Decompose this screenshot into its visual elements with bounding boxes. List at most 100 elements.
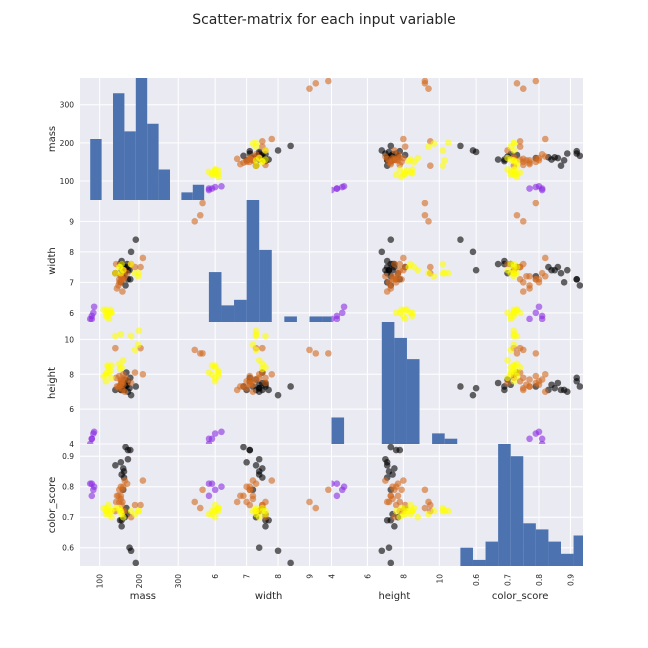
scatter-point	[526, 376, 533, 383]
scatter-point	[338, 486, 346, 494]
scatter-point	[538, 186, 546, 194]
scatter-point	[430, 140, 438, 147]
scatter-point	[262, 498, 269, 506]
scatter-point	[501, 386, 508, 394]
scatter-point	[387, 282, 395, 289]
scatter-point	[86, 440, 94, 444]
scatter-point	[112, 332, 119, 340]
scatter-point	[86, 480, 94, 487]
scatter-point	[472, 266, 480, 274]
scatter-point	[243, 459, 250, 466]
histogram-bar	[485, 541, 499, 566]
scatter-point	[259, 465, 266, 472]
scatter-point	[255, 381, 263, 389]
scatter-point	[139, 370, 147, 378]
scatter-point	[306, 346, 313, 354]
scatter-point	[430, 507, 438, 515]
y-tick-label: 100	[60, 177, 75, 186]
scatter-point	[255, 455, 263, 463]
scatter-point	[131, 346, 139, 354]
y-tick-label: 8	[69, 370, 74, 379]
scatter-point	[538, 315, 546, 322]
scatter-point	[526, 159, 533, 166]
scatter-point	[469, 248, 477, 256]
y-tick-label: 6	[69, 405, 74, 414]
scatter-point	[127, 248, 135, 256]
scatter-point	[548, 381, 555, 389]
scatter-point	[240, 159, 247, 166]
histogram-bar	[309, 316, 323, 322]
scatter-point	[333, 312, 341, 320]
scatter-point	[333, 185, 341, 192]
histogram-bar	[432, 433, 445, 444]
scatter-point	[268, 477, 276, 484]
x-tick-label: 6	[363, 574, 372, 579]
scatter-point	[513, 306, 521, 314]
scatter-point	[139, 477, 147, 484]
scatter-point	[516, 377, 524, 385]
scatter-point	[410, 263, 418, 271]
scatter-point	[139, 254, 147, 262]
scatter-point	[119, 288, 126, 295]
scatter-point	[387, 559, 395, 566]
scatter-point	[513, 332, 521, 340]
scatter-point	[391, 260, 398, 268]
scatter-point	[132, 383, 140, 390]
scatter-point	[398, 173, 405, 181]
scatter-point	[88, 492, 96, 500]
scatter-point	[472, 384, 480, 392]
scatter-point	[105, 369, 113, 376]
scatter-point	[541, 388, 549, 396]
scatter-point	[333, 480, 341, 487]
scatter-point	[249, 495, 257, 503]
scatter-point	[233, 155, 241, 163]
x-tick-label: 8	[274, 574, 283, 579]
scatter-point	[407, 169, 414, 176]
scatter-cell	[331, 78, 452, 194]
scatter-point	[100, 306, 107, 314]
scatter-cell	[457, 78, 583, 194]
scatter-point	[513, 263, 521, 271]
scatter-cell	[205, 444, 332, 566]
scatter-point	[538, 269, 546, 277]
y-axis-label: width	[47, 247, 58, 275]
y-tick-label: 0.7	[62, 513, 74, 522]
scatter-point	[126, 544, 133, 551]
scatter-point	[338, 309, 346, 317]
histogram-bar	[444, 438, 458, 444]
scatter-point	[391, 465, 398, 472]
histogram-bar	[331, 417, 345, 444]
scatter-point	[218, 182, 225, 190]
scatter-point	[410, 504, 418, 512]
scatter-point	[246, 377, 254, 385]
scatter-point	[112, 269, 119, 277]
scatter-point	[215, 372, 222, 380]
scatter-point	[401, 315, 409, 322]
scatter-point	[513, 350, 521, 357]
scatter-point	[191, 218, 199, 225]
scatter-point	[507, 143, 514, 150]
scatter-point	[90, 430, 97, 437]
scatter-point	[507, 346, 514, 354]
y-tick-label: 200	[60, 139, 75, 148]
scatter-point	[205, 492, 213, 500]
scatter-point	[444, 507, 452, 515]
scatter-point	[240, 492, 247, 500]
scatter-point	[199, 200, 206, 207]
scatter-cell	[205, 78, 332, 194]
scatter-point	[208, 435, 216, 443]
scatter-point	[199, 350, 206, 357]
y-tick-label: 0.8	[62, 483, 74, 492]
scatter-point	[504, 309, 511, 317]
scatter-point	[112, 344, 119, 352]
scatter-point	[246, 156, 254, 163]
scatter-point	[554, 154, 562, 162]
scatter-point	[394, 492, 402, 500]
scatter-point	[563, 150, 571, 157]
y-axis-label: color_score	[47, 477, 58, 534]
scatter-point	[507, 260, 514, 268]
scatter-point	[391, 513, 398, 521]
y-tick-label: 0.9	[62, 452, 74, 461]
histogram-bar	[535, 529, 549, 566]
scatter-point	[382, 272, 389, 280]
